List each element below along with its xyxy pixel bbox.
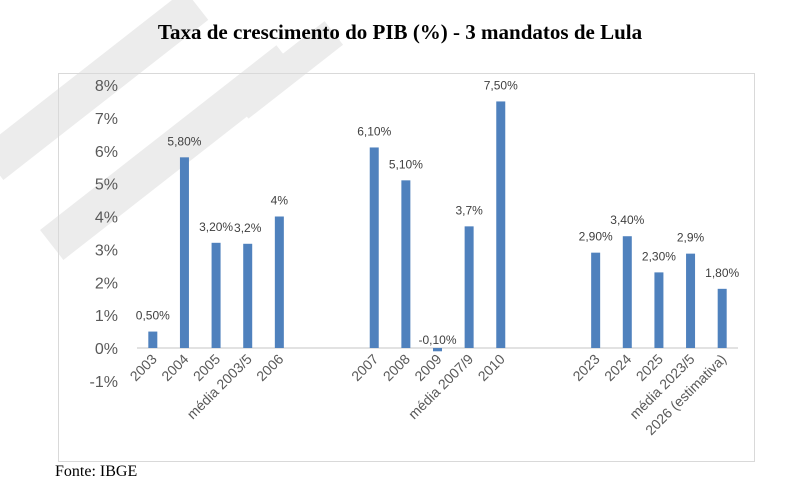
x-tick-label: 2010 [475,351,508,384]
data-label: 5,80% [167,134,201,148]
data-label: 3,20% [199,220,233,234]
x-tick-label: 2004 [158,351,191,384]
bar [686,253,696,348]
data-label: 2,30% [642,249,676,263]
data-label: 2,9% [677,231,705,245]
data-label: 3,2% [234,221,262,235]
data-label: 1,80% [705,266,739,280]
y-tick-label: 0% [95,341,118,358]
data-label: 0,50% [136,309,170,323]
bar [179,157,189,348]
bar [148,331,158,348]
source-note: Fonte: IBGE [55,463,138,480]
bar [622,236,632,348]
y-tick-label: 6% [95,144,118,161]
y-tick-label: 5% [95,177,118,194]
chart-frame [58,73,755,462]
x-tick-label: 2024 [601,351,634,384]
y-tick-label: 7% [95,111,118,128]
bar [369,147,379,348]
data-label: 5,10% [389,157,423,171]
bar [274,216,284,348]
bar [591,252,601,348]
bar [243,243,253,348]
data-label: -0,10% [418,333,456,347]
bar [464,226,474,348]
data-label: 3,7% [455,203,483,217]
data-label: 3,40% [610,213,644,227]
bar [433,348,442,352]
y-tick-label: 8% [95,78,118,95]
bar [401,180,411,348]
x-tick-label: 2008 [380,351,413,384]
chart-title: Taxa de crescimento do PIB (%) - 3 manda… [157,20,643,44]
bar [717,288,727,348]
bar [654,272,664,348]
x-tick-label: 2003 [127,351,160,384]
x-tick-label: 2007 [348,351,381,384]
y-tick-label: 1% [95,308,118,325]
y-tick-label: 3% [95,242,118,259]
y-tick-label: 4% [95,210,118,227]
bar [496,101,506,348]
data-label: 7,50% [484,78,518,92]
x-tick-label: 2006 [253,351,286,384]
data-label: 2,90% [579,230,613,244]
x-tick-label: 2023 [569,351,602,384]
y-tick-label: 2% [95,275,118,292]
data-label: 6,10% [357,124,391,138]
y-tick-label: -1% [90,374,118,391]
bar [211,242,221,348]
data-label: 4% [271,194,289,208]
